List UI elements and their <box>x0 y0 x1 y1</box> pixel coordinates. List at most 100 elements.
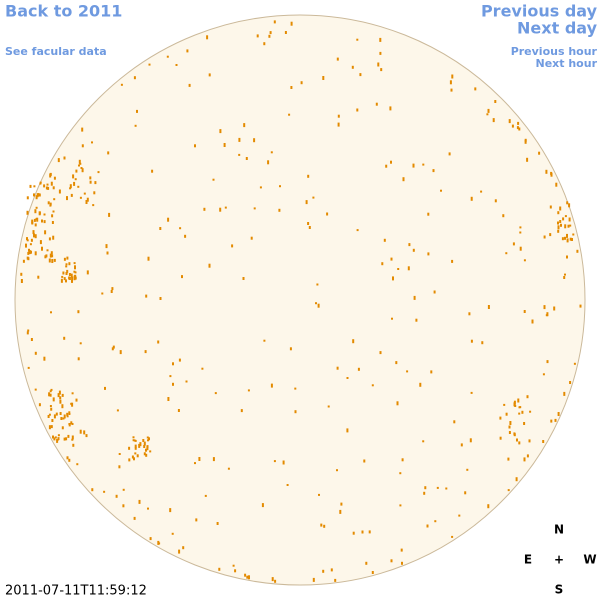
facula <box>422 440 425 443</box>
facula <box>143 445 146 448</box>
facula <box>68 262 71 266</box>
facula <box>47 201 50 205</box>
facula <box>557 225 560 230</box>
facula <box>433 290 436 294</box>
facula <box>204 494 207 497</box>
facula <box>36 217 39 222</box>
facula <box>34 251 37 256</box>
facula <box>131 455 134 459</box>
facula <box>167 217 170 222</box>
facula <box>523 422 526 425</box>
facula <box>242 277 245 280</box>
next-day-link[interactable]: Next day <box>517 19 598 38</box>
facula <box>415 318 418 322</box>
facula <box>148 63 151 66</box>
facula <box>557 229 560 233</box>
facula <box>118 453 121 455</box>
facula <box>487 305 490 309</box>
facula <box>300 81 303 85</box>
facula <box>86 197 89 202</box>
facula <box>46 249 49 252</box>
facula <box>142 439 145 442</box>
facula <box>63 414 66 419</box>
facula <box>317 303 320 308</box>
facula <box>50 181 53 186</box>
facula <box>43 220 46 224</box>
facula <box>503 403 506 406</box>
facula <box>181 275 183 279</box>
facula <box>178 358 181 362</box>
facula <box>247 389 250 392</box>
facula <box>294 410 297 414</box>
facula <box>290 21 293 26</box>
facula <box>50 388 53 391</box>
facula <box>107 151 110 155</box>
facula <box>50 407 53 411</box>
facula <box>26 239 29 242</box>
facula <box>133 76 136 80</box>
next-hour-link[interactable]: Next hour <box>536 57 598 70</box>
back-link[interactable]: Back to 2011 <box>5 2 122 21</box>
facula <box>286 484 289 486</box>
facula <box>73 262 76 265</box>
facula <box>383 238 386 242</box>
facula <box>198 457 201 461</box>
facula <box>79 196 82 199</box>
facula <box>122 488 125 491</box>
facula <box>427 252 430 256</box>
facula <box>63 257 66 261</box>
facula <box>288 113 291 116</box>
facula <box>499 416 502 420</box>
facula <box>83 192 86 195</box>
facula <box>322 569 325 573</box>
facula <box>71 276 74 281</box>
facula <box>494 199 497 203</box>
facula <box>412 163 415 168</box>
facula <box>35 195 38 200</box>
facula <box>524 138 527 142</box>
facula <box>557 211 560 215</box>
facula <box>564 273 566 276</box>
facula <box>172 362 174 366</box>
facula <box>33 193 35 197</box>
facula <box>66 415 69 418</box>
facula <box>526 395 529 399</box>
facula <box>115 494 118 498</box>
facula <box>175 64 178 66</box>
facula <box>263 339 266 342</box>
facula <box>81 127 84 132</box>
facula <box>120 83 123 86</box>
facula <box>139 442 142 447</box>
facula <box>330 568 333 572</box>
facula <box>512 242 515 246</box>
facula <box>526 157 529 162</box>
facula <box>59 396 62 400</box>
facula <box>451 74 454 79</box>
facula <box>542 440 545 443</box>
facula <box>400 548 403 552</box>
facula <box>134 446 137 450</box>
facula <box>523 310 526 313</box>
facula <box>101 292 104 295</box>
facula <box>559 206 562 211</box>
facula <box>71 423 74 425</box>
facula <box>57 158 60 163</box>
facula <box>538 151 541 155</box>
compass-east: E <box>524 553 532 567</box>
facula <box>486 113 489 116</box>
facula <box>392 276 394 281</box>
previous-day-link[interactable]: Previous day <box>481 2 598 21</box>
facula <box>290 86 293 89</box>
facula <box>128 458 131 462</box>
facula <box>45 186 48 190</box>
facula <box>218 567 221 571</box>
facula <box>413 295 416 300</box>
facula <box>240 409 243 413</box>
previous-hour-link[interactable]: Previous hour <box>511 45 598 58</box>
facula <box>62 417 65 420</box>
facula <box>43 184 46 188</box>
facula <box>34 223 37 227</box>
facular-link[interactable]: See facular data <box>5 45 107 58</box>
facula <box>543 305 546 310</box>
facula <box>73 275 76 279</box>
